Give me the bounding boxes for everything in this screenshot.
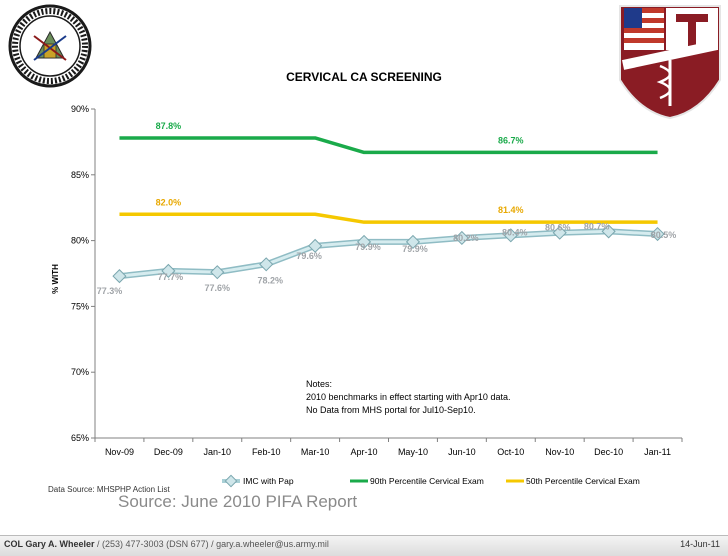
legend-label: IMC with Pap bbox=[243, 476, 294, 486]
legend-item-imc: IMC with Pap bbox=[222, 474, 294, 488]
notes-line: No Data from MHS portal for Jul10-Sep10. bbox=[306, 405, 476, 415]
x-tick-label: Feb-10 bbox=[252, 447, 281, 457]
imc-data-label: 78.2% bbox=[257, 275, 283, 285]
x-tick-label: Jun-10 bbox=[448, 447, 476, 457]
series-imc-line-shadow bbox=[119, 228, 658, 280]
imc-data-point bbox=[112, 269, 127, 284]
x-tick-label: Dec-09 bbox=[154, 447, 183, 457]
series-90th-percentile-line bbox=[119, 136, 658, 155]
x-tick-label: Mar-10 bbox=[301, 447, 330, 457]
x-tick-label: Jan-10 bbox=[204, 447, 232, 457]
p90-data-label: 87.8% bbox=[156, 121, 182, 131]
imc-data-point bbox=[259, 257, 274, 272]
notes-line: Notes: bbox=[306, 379, 332, 389]
imc-data-label: 80.2% bbox=[453, 233, 479, 243]
series-50th-percentile-line bbox=[119, 212, 658, 224]
y-tick-label: 70% bbox=[71, 367, 89, 377]
x-tick-label: Nov-09 bbox=[105, 447, 134, 457]
imc-data-point bbox=[503, 228, 518, 243]
imc-data-point bbox=[210, 265, 225, 280]
legend-item-90th: 90th Percentile Cervical Exam bbox=[350, 476, 484, 486]
x-tick-label: Jan-11 bbox=[644, 447, 671, 457]
chart-legend: IMC with Pap 90th Percentile Cervical Ex… bbox=[222, 474, 640, 488]
imc-data-point bbox=[454, 230, 469, 246]
chart-title: CERVICAL CA SCREENING bbox=[286, 70, 442, 84]
presenter-name: COL Gary A. Wheeler bbox=[4, 539, 95, 549]
imc-data-label: 80.4% bbox=[502, 227, 528, 237]
x-tick-label: Oct-10 bbox=[497, 447, 524, 457]
y-tick-label: 65% bbox=[71, 433, 89, 443]
imc-data-label: 77.7% bbox=[158, 272, 184, 282]
x-tick-label: Dec-10 bbox=[594, 447, 623, 457]
y-axis-label: % WITH bbox=[51, 264, 60, 294]
p50-data-label: 82.0% bbox=[156, 197, 182, 207]
x-tick-label: Apr-10 bbox=[351, 447, 378, 457]
imc-data-point bbox=[308, 238, 323, 253]
imc-data-label: 80.7% bbox=[584, 221, 610, 231]
data-source-note: Data Source: MHSPHP Action List bbox=[48, 485, 170, 494]
imc-data-label: 79.9% bbox=[355, 242, 381, 252]
footer-bar bbox=[0, 535, 728, 556]
imc-data-label: 80.5% bbox=[651, 230, 677, 240]
p90-data-label: 86.7% bbox=[498, 135, 524, 145]
legend-label: 50th Percentile Cervical Exam bbox=[526, 476, 640, 486]
imc-data-point bbox=[161, 263, 176, 278]
imc-data-point bbox=[552, 225, 567, 240]
p50-data-label: 81.4% bbox=[498, 205, 524, 215]
legend-label: 90th Percentile Cervical Exam bbox=[370, 476, 484, 486]
footer-date: 14-Jun-11 bbox=[680, 539, 720, 549]
series-imc-line bbox=[119, 229, 658, 278]
imc-data-label: 77.3% bbox=[97, 286, 123, 296]
x-tick-label: Nov-10 bbox=[545, 447, 574, 457]
notes-line: 2010 benchmarks in effect starting with … bbox=[306, 392, 510, 402]
medical-command-shield-icon bbox=[619, 5, 721, 120]
source-note: Source: June 2010 PIFA Report bbox=[118, 492, 358, 511]
imc-data-point bbox=[405, 234, 421, 249]
imc-data-point bbox=[650, 226, 665, 242]
legend-item-50th: 50th Percentile Cervical Exam bbox=[506, 476, 640, 486]
y-tick-label: 75% bbox=[71, 301, 89, 311]
imc-data-point bbox=[601, 224, 616, 239]
notes-annotation: Notes: 2010 benchmarks in effect startin… bbox=[306, 379, 510, 415]
y-tick-label: 90% bbox=[71, 104, 89, 114]
y-tick-label: 85% bbox=[71, 170, 89, 180]
imc-data-label: 77.6% bbox=[205, 283, 231, 293]
imc-data-label: 79.6% bbox=[296, 251, 322, 261]
footer-contact: COL Gary A. Wheeler / (253) 477-3003 (DS… bbox=[4, 539, 329, 549]
imc-data-point bbox=[356, 234, 372, 249]
presenter-contact: / (253) 477-3003 (DSN 677) / gary.a.whee… bbox=[94, 539, 329, 549]
imc-data-label: 79.9% bbox=[402, 244, 428, 254]
x-tick-label: May-10 bbox=[398, 447, 428, 457]
imc-data-label: 80.6% bbox=[545, 223, 571, 233]
army-seal-icon bbox=[8, 4, 92, 88]
y-tick-label: 80% bbox=[71, 236, 89, 246]
